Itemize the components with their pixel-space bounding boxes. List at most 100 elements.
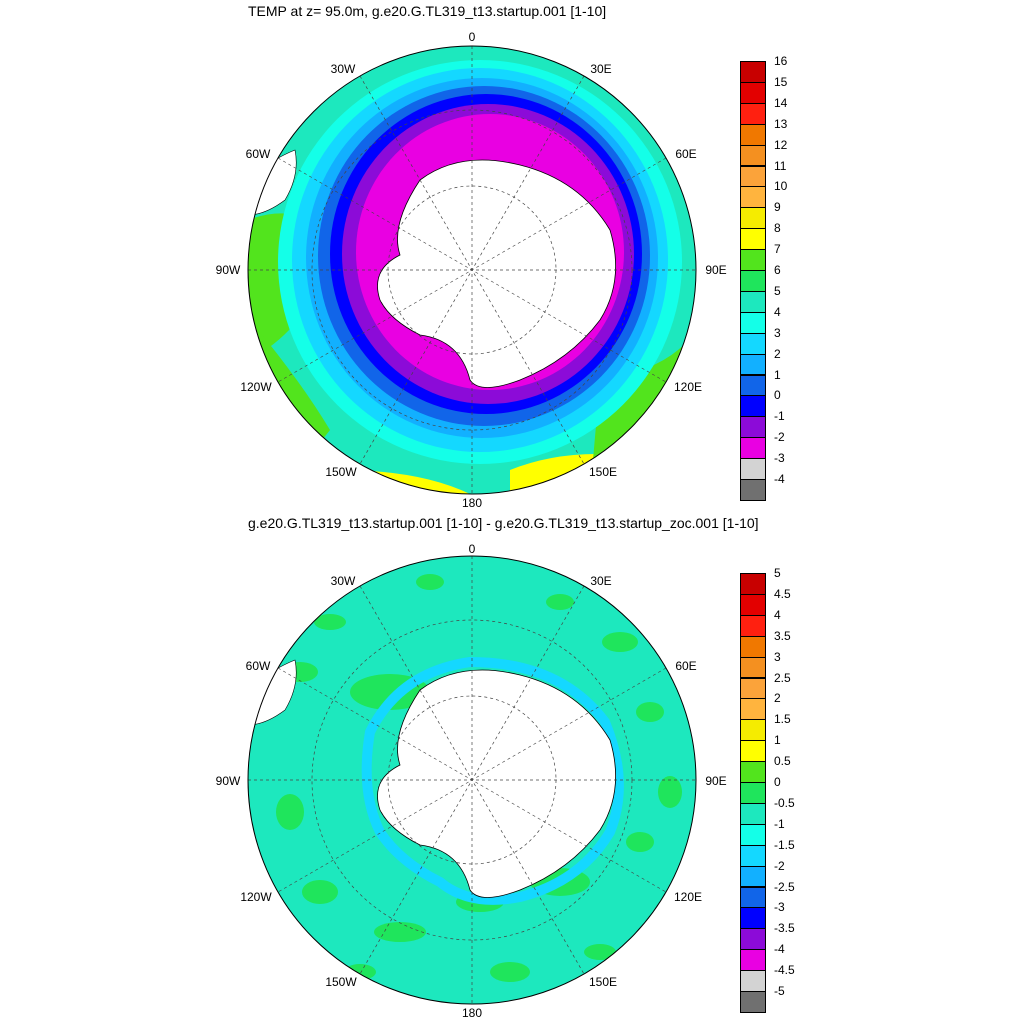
colorbar-tick-label: 10: [774, 179, 788, 194]
lon-label-150e: 150E: [589, 465, 617, 479]
colorbar-swatch: [740, 437, 766, 460]
lon-label-90e: 90E: [705, 263, 726, 277]
colorbar-swatch: [740, 123, 766, 146]
colorbar-swatch: [740, 228, 766, 251]
colorbar-swatch: [740, 761, 766, 783]
colorbar-tick-label: -3: [774, 451, 785, 466]
colorbar-tick-label: -5: [774, 984, 785, 998]
colorbar-tick-label: 0: [774, 775, 781, 789]
lon-label-150e: 150E: [589, 975, 617, 989]
colorbar-tick-label: 4: [774, 607, 781, 622]
colorbar-tick-label: 7: [774, 242, 781, 257]
colorbar-tick-label: -3: [774, 900, 785, 915]
colorbar-tick-label: 1: [774, 733, 781, 748]
colorbar-tick-label: 2.5: [774, 670, 791, 685]
colorbar-swatch: [740, 991, 766, 1013]
colorbar-tick-label: 15: [774, 74, 788, 89]
colorbar-tick-label: 0: [774, 388, 781, 403]
colorbar-swatch: [740, 207, 766, 230]
lon-label-120e: 120E: [674, 380, 702, 394]
colorbar-swatch: [740, 458, 766, 480]
colorbar-swatch: [740, 970, 766, 992]
colorbar-tick-label: -1.5: [774, 837, 795, 852]
colorbar-swatch: [740, 290, 766, 313]
map-title-temperature: TEMP at z= 95.0m, g.e20.G.TL319_t13.star…: [248, 3, 607, 19]
colorbar-tick-label: 11: [774, 158, 787, 173]
colorbar-swatch: [740, 144, 766, 167]
colorbar-swatch: [740, 374, 766, 397]
colorbar-tick-label: -4.5: [774, 963, 795, 978]
lon-label-120w: 120W: [240, 380, 272, 394]
colorbar-swatch: [740, 823, 766, 846]
colorbar-swatch: [740, 907, 766, 930]
colorbar-swatch: [740, 698, 766, 721]
colorbar-tick-label: 2: [774, 346, 781, 361]
colorbar-tick-label: 2: [774, 691, 781, 706]
colorbar-swatch: [740, 614, 766, 637]
colorbar-tick-label: -1: [774, 409, 785, 424]
polar-map-difference: 0 30E 60E 90E 120E 150E 180 150W 120W 90…: [216, 542, 727, 1020]
colorbar-tick-label: 4.5: [774, 586, 791, 601]
colorbar-swatch: [740, 593, 766, 616]
colorbar-tick-label: 14: [774, 95, 788, 110]
colorbar-swatch: [740, 844, 766, 867]
colorbar-swatch: [740, 165, 766, 188]
colorbar-tick-label: 4: [774, 304, 781, 319]
colorbar-tick-label: -4: [774, 942, 785, 957]
colorbar-tick-label: 9: [774, 200, 781, 215]
colorbar-tick-label: 16: [774, 54, 788, 68]
lon-label-60w: 60W: [246, 147, 271, 161]
colorbar-swatch: [740, 353, 766, 376]
colorbar-tick-label: 13: [774, 116, 788, 131]
colorbar-swatch: [740, 270, 766, 292]
colorbar-tick-label: 0.5: [774, 754, 791, 769]
colorbar-swatch: [740, 719, 766, 742]
colorbar-tick-label: -1: [774, 816, 785, 831]
colorbar-tick-label: 5: [774, 566, 781, 580]
lon-label-90e: 90E: [705, 774, 726, 788]
colorbar-swatch: [740, 311, 766, 334]
colorbar-swatch: [740, 186, 766, 209]
colorbar-swatch: [740, 656, 766, 679]
lon-label-0: 0: [469, 30, 476, 44]
lon-label-90w: 90W: [216, 774, 241, 788]
colorbar-swatch: [740, 332, 766, 355]
colorbar-swatch: [740, 740, 766, 763]
colorbar-swatch: [740, 782, 766, 804]
colorbar-swatch: [740, 61, 766, 83]
lon-label-60e: 60E: [675, 659, 696, 673]
colorbar-swatch: [740, 677, 766, 700]
lon-label-150w: 150W: [325, 975, 357, 989]
colorbar-swatch: [740, 928, 766, 951]
lon-label-90w: 90W: [216, 263, 241, 277]
colorbar-tick-label: 1.5: [774, 712, 791, 727]
colorbar-tick-label: -4: [774, 472, 785, 486]
colorbar-tick-label: -2: [774, 430, 785, 445]
colorbar-tick-label: -2.5: [774, 879, 795, 894]
lon-label-30e: 30E: [590, 574, 611, 588]
colorbar-swatch: [740, 395, 766, 418]
colorbar-swatch: [740, 479, 766, 501]
colorbar-tick-label: -2: [774, 858, 785, 873]
colorbar-swatch: [740, 802, 766, 825]
colorbar-swatch: [740, 886, 766, 909]
colorbar-tick-label: 5: [774, 283, 781, 298]
colorbar-swatch: [740, 102, 766, 125]
lon-label-60w: 60W: [246, 659, 271, 673]
lon-label-120w: 120W: [240, 890, 272, 904]
colorbar-tick-label: 12: [774, 137, 788, 152]
lon-label-30e: 30E: [590, 62, 611, 76]
colorbar-tick-label: -0.5: [774, 795, 795, 810]
coastal-negative-band: [361, 656, 624, 905]
colorbar-tick-label: 3: [774, 325, 781, 340]
polar-map-temperature: 0 30E 60E 90E 120E 150E 180 150W 120W 90…: [216, 30, 727, 510]
lon-label-180: 180: [462, 1006, 482, 1020]
colorbar-swatch: [740, 249, 766, 271]
map-title-difference: g.e20.G.TL319_t13.startup.001 [1-10] - g…: [248, 515, 759, 531]
lon-label-60e: 60E: [675, 147, 696, 161]
colorbar-tick-label: 1: [774, 367, 781, 382]
graticule: [248, 556, 696, 1004]
colorbar-swatch: [740, 949, 766, 972]
colorbar-swatch: [740, 635, 766, 658]
colorbar-swatch: [740, 865, 766, 888]
